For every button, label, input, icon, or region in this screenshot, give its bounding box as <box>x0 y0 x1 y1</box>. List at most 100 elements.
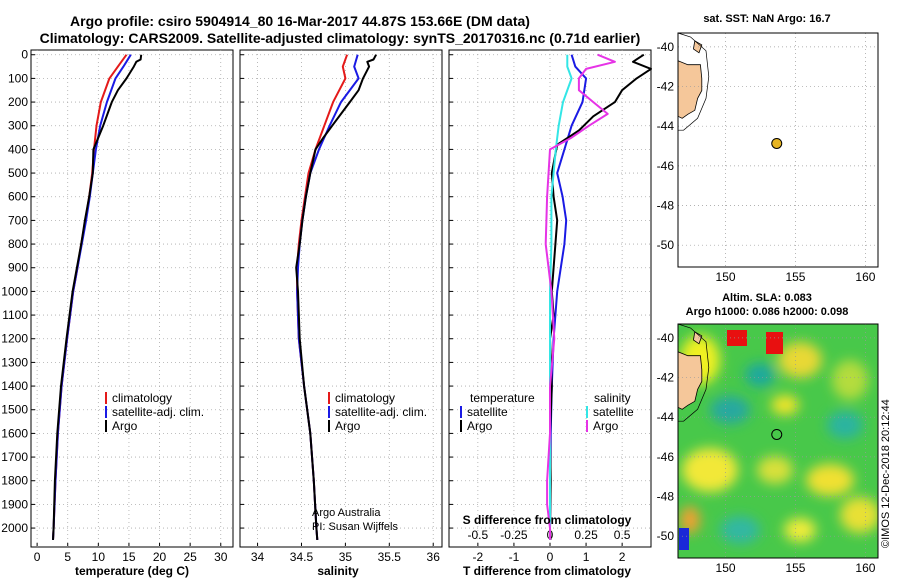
map-lon-tick-label: 150 <box>716 561 736 575</box>
sla-blob <box>827 411 863 439</box>
x-tick-label: 1 <box>583 550 590 564</box>
x-tick-label: 30 <box>214 550 228 564</box>
sla-map-panel: Altim. SLA: 0.083 Argo h1000: 0.086 h200… <box>657 292 879 575</box>
depth-tick-label: 200 <box>8 95 28 109</box>
sla-blob <box>682 448 738 492</box>
difference-legend: temperature satellite Argo salinity sate… <box>460 391 634 433</box>
legend-mark-satellite <box>328 406 330 418</box>
depth-tick-label: 1700 <box>1 450 28 464</box>
map-lon-tick-label: 155 <box>785 561 805 575</box>
x-tick-label: 15 <box>122 550 136 564</box>
depth-tick-label: 1500 <box>1 403 28 417</box>
map-lat-tick-label: -46 <box>657 159 675 173</box>
map-lat-tick-label: -50 <box>657 529 675 543</box>
depth-tick-label: 600 <box>8 190 28 204</box>
sla-anomaly-blobs <box>680 335 878 544</box>
x-tick-label: -1 <box>509 550 520 564</box>
x-tick-label: 25 <box>183 550 197 564</box>
legend-temperature-heading: temperature <box>470 391 535 405</box>
island-land <box>692 40 703 54</box>
x-tick-label: 20 <box>153 550 167 564</box>
x-tick-label: 35.5 <box>378 550 402 564</box>
depth-tick-label: 1200 <box>1 332 28 346</box>
legend-satellite: satellite-adj. clim. <box>112 405 204 419</box>
sla-heatmap <box>678 324 878 558</box>
legend-climatology: climatology <box>335 391 395 405</box>
footer-credit: ©IMOS 12-Dec-2018 20:12:44 <box>880 399 892 548</box>
sla-map-title: Altim. SLA: 0.083 <box>722 292 812 304</box>
shelf-contour <box>677 32 710 131</box>
map-lat-tick-label: -40 <box>657 40 675 54</box>
title-line-2: Climatology: CARS2009. Satellite-adjuste… <box>40 30 641 46</box>
legend-mark-t-satellite <box>460 406 462 418</box>
sla-map-subtitle: Argo h1000: 0.086 h2000: 0.098 <box>686 306 849 318</box>
sla-blob <box>784 518 816 542</box>
legend-mark-argo <box>105 420 107 432</box>
title-line-1: Argo profile: csiro 5904914_80 16-Mar-20… <box>70 13 530 29</box>
map-lon-tick-label: 160 <box>855 270 875 284</box>
sla-blob <box>771 395 799 415</box>
x-tick-label: 0 <box>547 550 554 564</box>
map-lat-tick-label: -50 <box>657 238 675 252</box>
temperature-panel: 0100200300400500600700800900100011001200… <box>1 48 234 578</box>
depth-tick-label: 1400 <box>1 379 28 393</box>
legend-mark-s-satellite <box>586 406 588 418</box>
map-lat-tick-label: -48 <box>657 199 675 213</box>
sla-high-patch <box>766 332 783 354</box>
series-line-s-argo <box>544 53 616 540</box>
map-lon-tick-label: 160 <box>855 561 875 575</box>
x-tick-label: 2 <box>619 550 626 564</box>
legend-mark-s-argo <box>586 420 588 432</box>
temperature-xlabel: temperature (deg C) <box>75 564 189 578</box>
map-lat-tick-label: -48 <box>657 490 675 504</box>
x-tick-label: 34 <box>251 550 265 564</box>
salinity-legend: climatology satellite-adj. clim. Argo <box>328 391 427 433</box>
x-tick-label: 10 <box>92 550 106 564</box>
s-tick-label: 0.25 <box>574 528 598 542</box>
legend-mark-satellite <box>105 406 107 418</box>
map-lat-tick-label: -42 <box>657 80 675 94</box>
depth-tick-label: 700 <box>8 213 28 227</box>
s-tick-label: -0.25 <box>500 528 528 542</box>
sla-blob <box>806 464 854 496</box>
sla-map-frame <box>677 323 879 559</box>
sla-blob <box>680 506 700 534</box>
island-land <box>692 331 703 345</box>
difference-panel: -2 -1 0 1 2-0.5 -0.25 0 0.25 0.5 T difference fr… <box>448 49 652 578</box>
legend-s-satellite: satellite <box>593 405 634 419</box>
depth-tick-label: 1900 <box>1 497 28 511</box>
tasmania-land <box>678 351 703 410</box>
temperature-panel-frame <box>30 49 234 548</box>
argo-location-marker <box>771 137 783 149</box>
t-difference-xlabel: T difference from climatology <box>463 564 631 578</box>
depth-tick-label: 1000 <box>1 284 28 298</box>
map-lat-tick-label: -46 <box>657 450 675 464</box>
map-lat-tick-label: -40 <box>657 331 675 345</box>
salinity-panel-frame <box>239 49 443 548</box>
argo-location-marker <box>771 428 783 440</box>
depth-tick-label: 900 <box>8 261 28 275</box>
series-line-argo <box>295 54 377 540</box>
series-line-argo <box>52 54 143 540</box>
sla-blob <box>710 396 750 424</box>
x-tick-label: 36 <box>427 550 441 564</box>
legend-mark-t-argo <box>460 420 462 432</box>
x-tick-label: 0 <box>34 550 41 564</box>
depth-tick-label: 1100 <box>2 308 28 322</box>
sst-map-panel: sat. SST: NaN Argo: 16.7 150 155 160 -40 -42… <box>657 13 879 284</box>
depth-tick-label: 400 <box>8 142 28 156</box>
shelf-contour <box>678 324 710 422</box>
x-tick-label: 35 <box>339 550 353 564</box>
depth-tick-label: 1600 <box>1 426 28 440</box>
sla-blob <box>720 516 760 544</box>
sla-blob <box>745 363 775 387</box>
sla-blob <box>840 497 878 533</box>
sst-map-frame <box>677 32 879 268</box>
depth-tick-label: 800 <box>8 237 28 251</box>
sst-map-title: sat. SST: NaN Argo: 16.7 <box>703 13 830 25</box>
tasmania-land <box>677 60 703 119</box>
legend-satellite: satellite-adj. clim. <box>335 405 427 419</box>
x-tick-label: 34.5 <box>290 550 314 564</box>
s-difference-xlabel: S difference from climatology <box>463 513 632 527</box>
